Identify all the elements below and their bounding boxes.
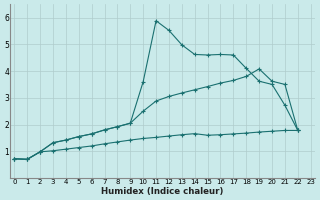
X-axis label: Humidex (Indice chaleur): Humidex (Indice chaleur) [101, 187, 224, 196]
